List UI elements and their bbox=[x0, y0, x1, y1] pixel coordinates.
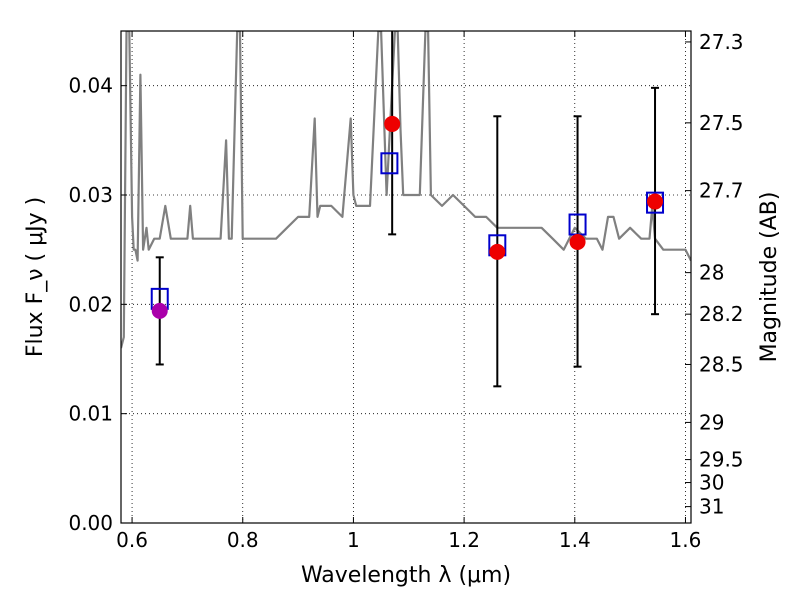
y2-tick-label: 29.5 bbox=[699, 448, 744, 472]
observed-flux-point bbox=[489, 243, 506, 260]
axis-ticks: 0.6 0.8 1 1.2 1.4 1.6 0.00 0.01 0.02 0.03 0.04 27.3… bbox=[68, 30, 743, 552]
x-axis-label: Wavelength λ (μm) bbox=[301, 563, 511, 588]
y2-tick-label: 27.7 bbox=[699, 179, 744, 203]
x-tick-label: 0.8 bbox=[227, 528, 259, 552]
y-tick-label: 0.02 bbox=[68, 292, 113, 316]
y2-tick-label: 27.5 bbox=[699, 111, 744, 135]
observed-flux-point bbox=[151, 302, 168, 319]
y-tick-label: 0.01 bbox=[68, 402, 113, 426]
model-photometry-square bbox=[646, 191, 665, 214]
x-tick-label: 1.4 bbox=[559, 528, 591, 552]
model-spectrum-line bbox=[121, 31, 691, 349]
y-tick-label: 0.03 bbox=[68, 183, 113, 207]
y2-tick-label: 29 bbox=[699, 410, 724, 434]
y2-tick-label: 31 bbox=[699, 495, 724, 519]
y2-tick-label: 28.2 bbox=[699, 302, 744, 326]
model-photometry-square bbox=[380, 152, 399, 175]
y-tick-label: 0.04 bbox=[68, 74, 113, 98]
observed-flux-point bbox=[384, 115, 401, 132]
plot-frame bbox=[120, 30, 692, 524]
y-axis-label: Flux F_ν ( μJy ) bbox=[23, 197, 48, 357]
grid bbox=[121, 31, 691, 523]
plot-area bbox=[121, 31, 691, 388]
y2-tick-label: 27.3 bbox=[699, 30, 744, 54]
y-tick-label: 0.00 bbox=[68, 511, 113, 535]
x-tick-label: 0.6 bbox=[116, 528, 148, 552]
y2-tick-label: 28.5 bbox=[699, 352, 744, 376]
y2-tick-label: 30 bbox=[699, 471, 724, 495]
x-tick-label: 1.2 bbox=[448, 528, 480, 552]
observed-flux-point bbox=[569, 234, 586, 251]
y2-tick-label: 28 bbox=[699, 261, 724, 285]
x-tick-label: 1 bbox=[347, 528, 360, 552]
observed-flux-point bbox=[647, 193, 664, 210]
y2-axis-label: Magnitude (AB) bbox=[757, 192, 782, 363]
x-tick-label: 1.6 bbox=[670, 528, 702, 552]
